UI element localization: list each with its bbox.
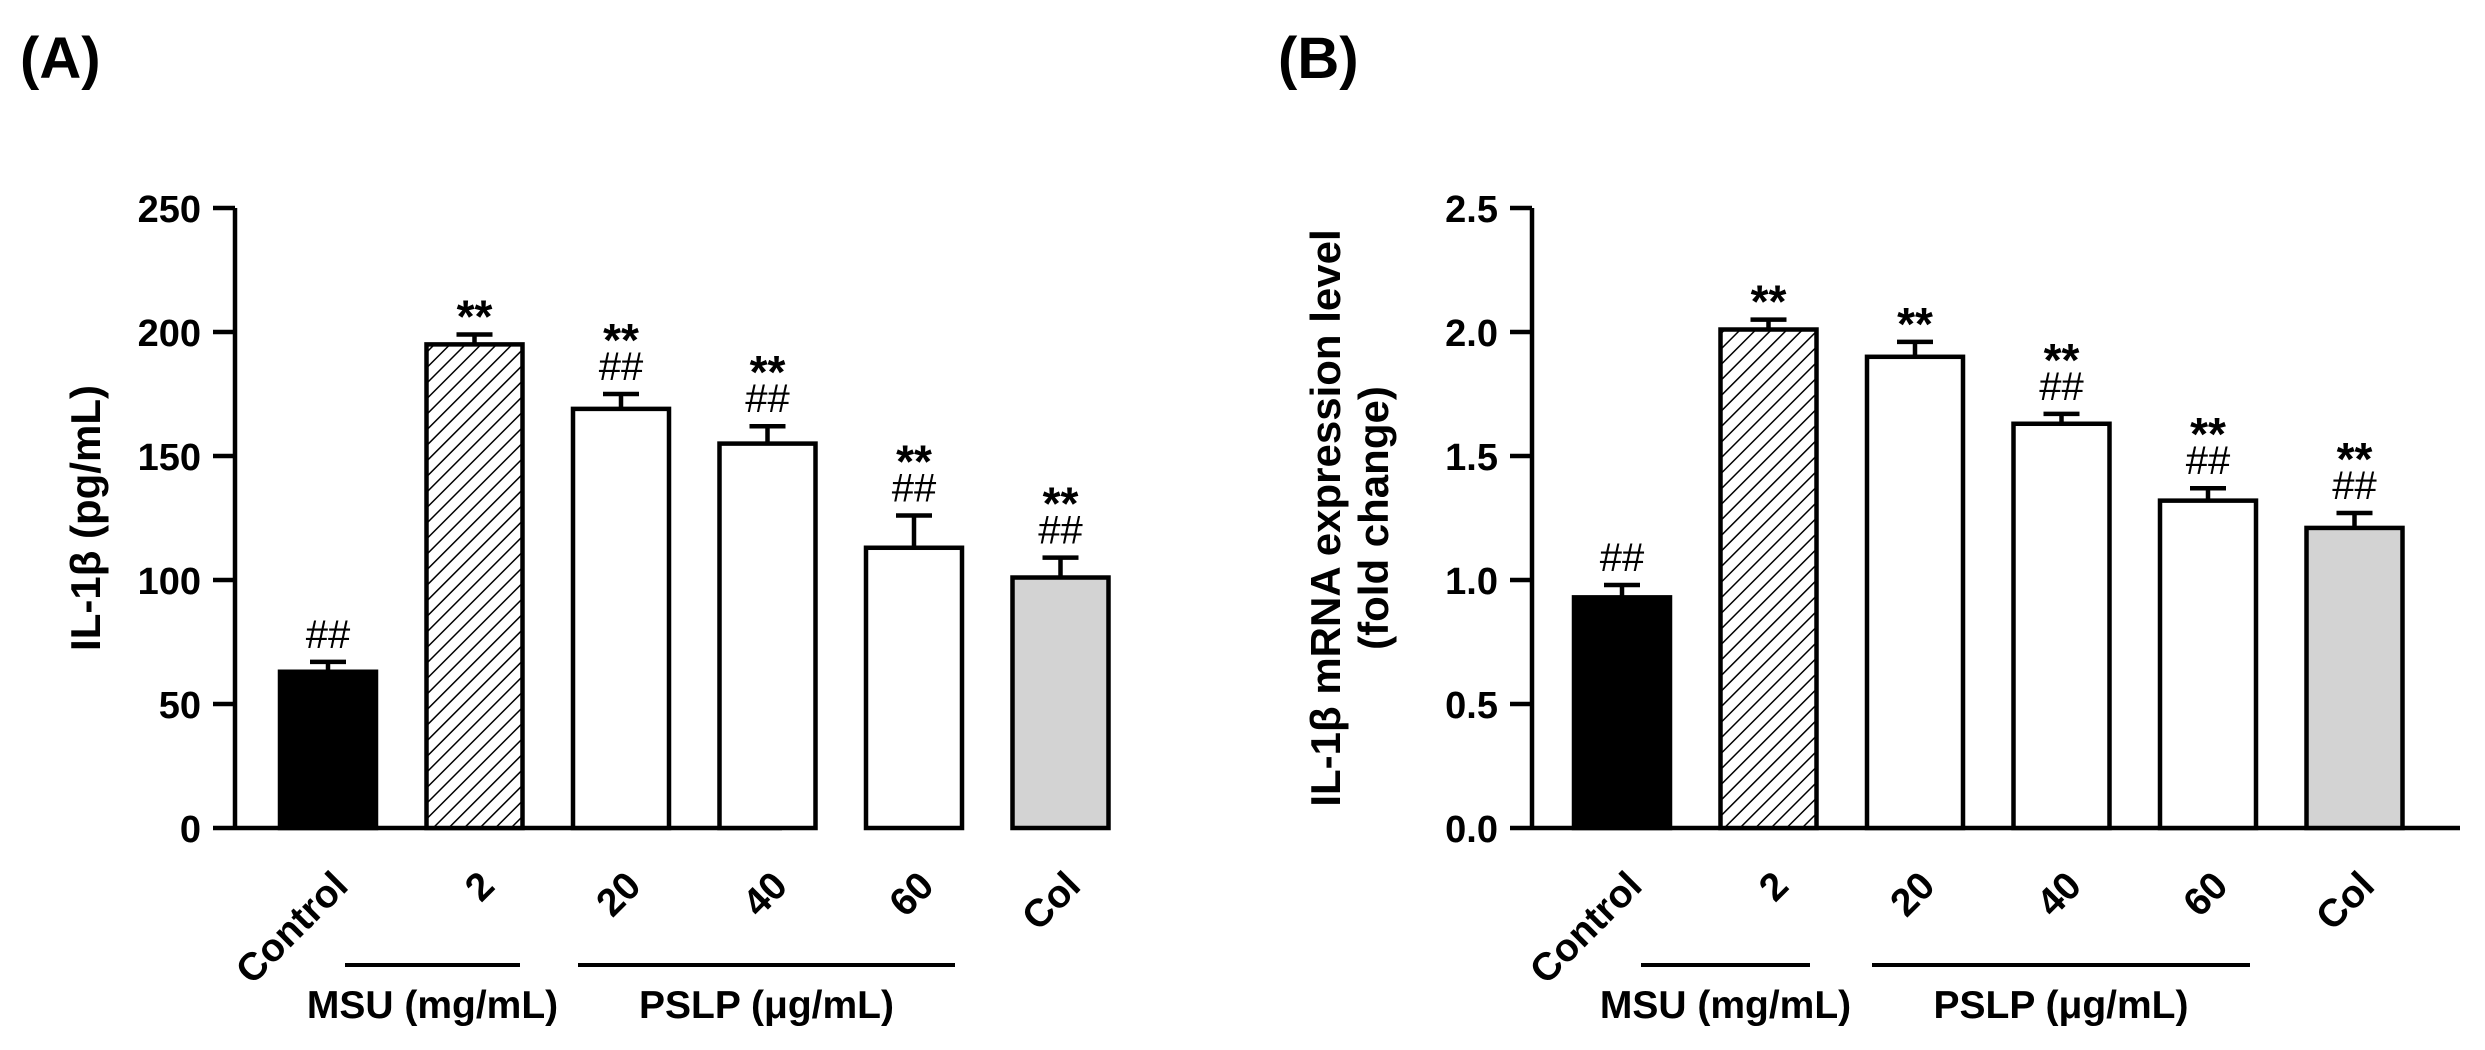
x-tick-label: 60 (881, 864, 942, 925)
bar-60 (863, 545, 965, 831)
hash-annotation: ## (599, 345, 644, 389)
x-tick-label: 40 (735, 864, 796, 925)
x-tick-label: 20 (1882, 864, 1943, 925)
star-annotation: ** (1043, 478, 1079, 530)
star-annotation: ** (2190, 408, 2226, 460)
hash-annotation: ## (306, 613, 351, 657)
hash-annotation: ## (2332, 464, 2377, 508)
star-annotation: ** (457, 290, 493, 342)
bar-20 (570, 406, 672, 831)
star-annotation: ** (896, 436, 932, 488)
star-annotation: ** (1897, 298, 1933, 350)
group-label: MSU (mg/mL) (307, 984, 558, 1027)
y-axis-title: IL-1β mRNA expression level (1302, 229, 1349, 806)
bar-2 (424, 342, 525, 831)
hash-annotation: ## (1038, 509, 1083, 553)
panel-label: (B) (1278, 26, 1359, 91)
y-tick-label: 1.5 (1445, 437, 1498, 479)
y-tick-label: 1.0 (1445, 561, 1498, 603)
x-tick-label: 60 (2175, 864, 2236, 925)
bar-40 (2011, 421, 2112, 831)
x-tick-label: Control (228, 864, 356, 992)
y-tick-label: 0.0 (1445, 809, 1498, 851)
bar-2 (1718, 327, 1819, 831)
hash-annotation: ## (1600, 536, 1645, 580)
bar-col (1010, 575, 1111, 831)
x-tick-label: Control (1522, 864, 1650, 992)
y-tick-label: 0.5 (1445, 685, 1498, 727)
y-axis-title: (fold change) (1350, 386, 1397, 650)
hash-annotation: ## (745, 377, 790, 421)
bar-40 (717, 441, 818, 831)
x-tick-label: Col (1014, 864, 1089, 939)
y-tick-label: 100 (138, 561, 201, 603)
x-tick-label: 2 (1751, 864, 1797, 910)
y-tick-label: 2.0 (1445, 313, 1498, 355)
y-tick-label: 250 (138, 189, 201, 231)
bar-col (2304, 525, 2405, 831)
hash-annotation: ## (2039, 365, 2084, 409)
bar-60 (2157, 498, 2259, 831)
star-annotation: ** (2044, 334, 2080, 386)
bar-control (1571, 595, 1673, 831)
star-annotation: ** (750, 346, 786, 398)
x-tick-label: 20 (588, 864, 649, 925)
bar-control (277, 669, 379, 831)
group-label: PSLP (μg/mL) (639, 984, 894, 1027)
panel-label: (A) (20, 26, 101, 91)
y-tick-label: 200 (138, 313, 201, 355)
bar-20 (1864, 354, 1966, 831)
panel-b: (B) 0.0 0.5 1.0 1.5 2.0 2.5 IL-1β mRNA expressi… (1278, 26, 2460, 1027)
y-tick-label: 50 (159, 685, 201, 727)
x-tick-label: Col (2308, 864, 2383, 939)
star-annotation: ** (1751, 276, 1787, 328)
group-label: MSU (mg/mL) (1600, 984, 1851, 1027)
star-annotation: ** (603, 314, 639, 366)
x-tick-label: 40 (2029, 864, 2090, 925)
y-tick-label: 150 (138, 437, 201, 479)
y-axis-title: IL-1β (pg/mL) (62, 385, 109, 651)
star-annotation: ** (2337, 433, 2373, 485)
y-tick-label: 0 (180, 809, 201, 851)
x-tick-label: 2 (457, 864, 503, 910)
y-tick-label: 2.5 (1445, 189, 1498, 231)
hash-annotation: ## (892, 467, 937, 511)
hash-annotation: ## (2186, 439, 2231, 483)
group-label: PSLP (μg/mL) (1934, 984, 2189, 1027)
panel-a: (A) 0 50 100 150 200 250 IL-1β (pg/mL) ## Control… (20, 26, 1111, 1027)
